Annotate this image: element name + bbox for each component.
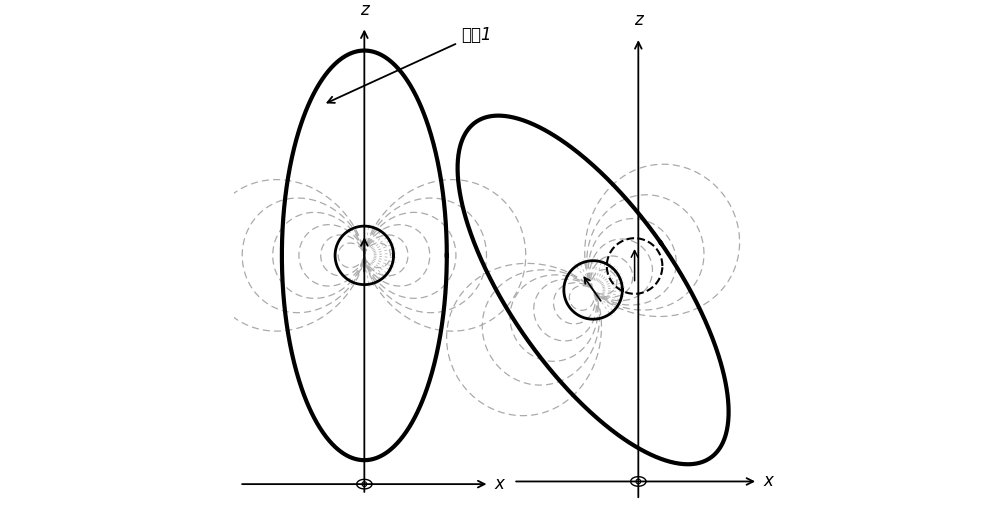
Text: x: x <box>495 475 505 493</box>
Text: x: x <box>763 472 773 491</box>
Text: 曲煳1: 曲煳1 <box>327 26 491 103</box>
Text: z: z <box>360 1 369 19</box>
Text: z: z <box>634 11 643 29</box>
